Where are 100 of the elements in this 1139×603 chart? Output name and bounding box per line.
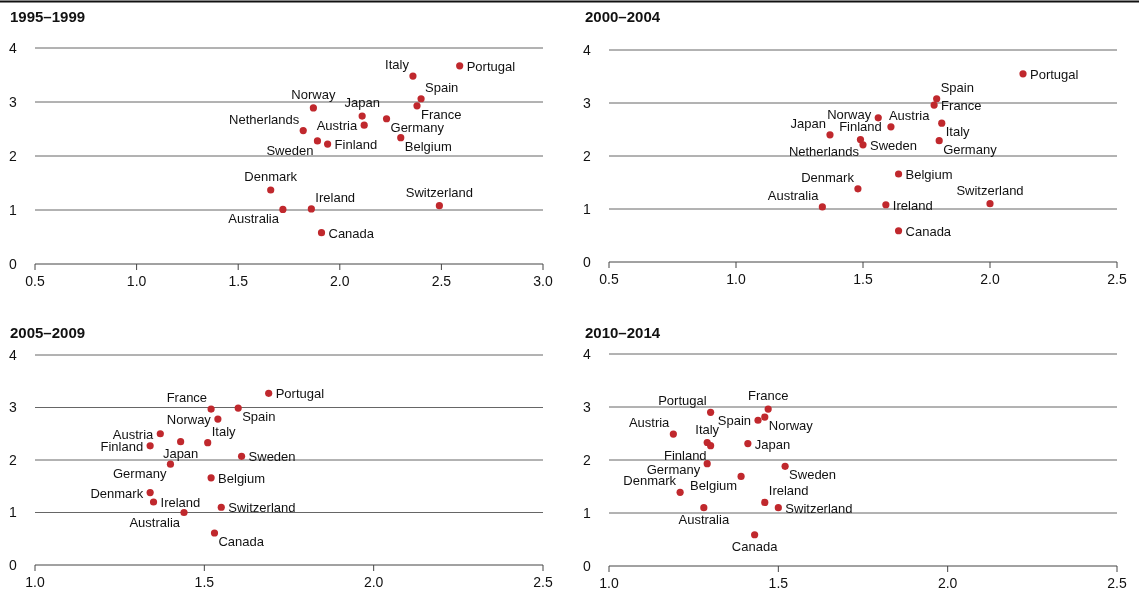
point [156, 430, 164, 438]
annotation: Sweden [266, 142, 314, 158]
chart-title: 2010–2014 [585, 324, 661, 341]
x-tick-label: 2.0 [937, 575, 958, 591]
annotation: Finland [663, 447, 707, 463]
annotation: Canada [905, 223, 952, 239]
annotation: Sweden [870, 137, 917, 153]
annotation: Finland [334, 137, 378, 153]
x-tick-label: 2.0 [330, 273, 350, 289]
point [279, 205, 287, 214]
point [676, 488, 684, 496]
x-tick-label: 1.5 [853, 271, 873, 287]
x-tick-label: 1.0 [599, 575, 619, 591]
x-tick-label: 3.0 [533, 273, 553, 289]
x-tick-label: 2.5 [1107, 271, 1127, 287]
point [237, 452, 246, 460]
annotation: Canada [218, 533, 265, 549]
annotation: Australia [228, 211, 280, 227]
x-tick-label: 0.5 [599, 271, 619, 287]
annotation: Australia [678, 511, 730, 527]
annotation: Switzerland [228, 500, 296, 516]
annotation: Norway [166, 412, 212, 428]
annotation: Denmark [244, 169, 298, 185]
point [207, 474, 215, 482]
point [774, 504, 782, 512]
annotation: Sweden [248, 449, 296, 465]
y-tick-label: 2 [9, 451, 17, 468]
point [417, 95, 425, 103]
point [882, 201, 890, 209]
annotation: Germany [943, 141, 998, 157]
annotation: Germany [390, 119, 445, 135]
annotation: Norway [768, 418, 814, 434]
point [754, 416, 762, 424]
x-tick-label: 1.0 [126, 273, 147, 289]
point [146, 442, 154, 450]
x-tick-label: 0.5 [25, 273, 45, 289]
point [204, 439, 212, 447]
annotation: Denmark [90, 485, 144, 501]
point [856, 135, 865, 144]
point [413, 102, 421, 110]
y-tick-label: 1 [9, 201, 17, 218]
annotation: Portugal [1030, 66, 1079, 82]
point [761, 413, 769, 421]
x-tick-label: 1.5 [228, 273, 249, 289]
point [764, 405, 772, 413]
point [180, 508, 188, 517]
y-tick-label: 1 [583, 200, 591, 217]
point [781, 462, 789, 470]
x-tick-label: 1.0 [726, 271, 746, 287]
annotation: Austria [628, 415, 671, 431]
point [826, 131, 834, 139]
annotation: Spain [242, 409, 276, 425]
y-tick-label: 4 [583, 41, 591, 58]
annotation: Ireland [160, 495, 201, 510]
point [382, 115, 391, 123]
point [887, 123, 895, 131]
y-tick-label: 0 [583, 253, 591, 270]
point [313, 137, 322, 145]
y-tick-label: 2 [583, 451, 591, 468]
point [210, 529, 219, 537]
y-tick-label: 4 [583, 345, 591, 362]
point [1019, 70, 1027, 78]
annotation: Germany [113, 466, 167, 482]
annotation: Italy [211, 423, 237, 439]
point [874, 114, 882, 122]
y-tick-label: 4 [9, 39, 17, 56]
point [859, 141, 867, 149]
chart-title: 2000–2004 [585, 8, 661, 25]
annotation: Belgium [218, 470, 266, 486]
annotation: Portugal [275, 386, 325, 402]
annotation: France [941, 98, 982, 114]
annotation: Portugal [658, 393, 707, 409]
point [317, 229, 326, 237]
annotation: Italy [385, 57, 410, 73]
point [737, 472, 745, 481]
x-tick-label: 1.5 [194, 574, 215, 590]
annotation: Spain [940, 79, 974, 95]
annotation: France [747, 388, 789, 404]
y-tick-label: 3 [9, 93, 17, 110]
point [707, 408, 715, 416]
point [938, 119, 946, 127]
point [177, 438, 185, 446]
y-tick-label: 4 [9, 346, 17, 363]
annotation: Norway [291, 86, 336, 102]
point [299, 127, 307, 135]
annotation: Ireland [315, 189, 356, 205]
y-tick-label: 3 [9, 399, 17, 416]
point [700, 504, 708, 512]
point [149, 498, 158, 506]
y-tick-label: 0 [9, 556, 17, 573]
y-tick-label: 3 [583, 94, 591, 111]
point [307, 205, 315, 213]
y-tick-label: 3 [583, 398, 591, 415]
annotation: Switzerland [956, 182, 1024, 198]
annotation: Belgium [404, 138, 452, 154]
point [358, 112, 366, 120]
annotation: Sweden [789, 467, 837, 483]
annotation: Ireland [892, 197, 933, 213]
annotation: Canada [731, 538, 779, 554]
chart-title: 2005–2009 [10, 324, 86, 341]
